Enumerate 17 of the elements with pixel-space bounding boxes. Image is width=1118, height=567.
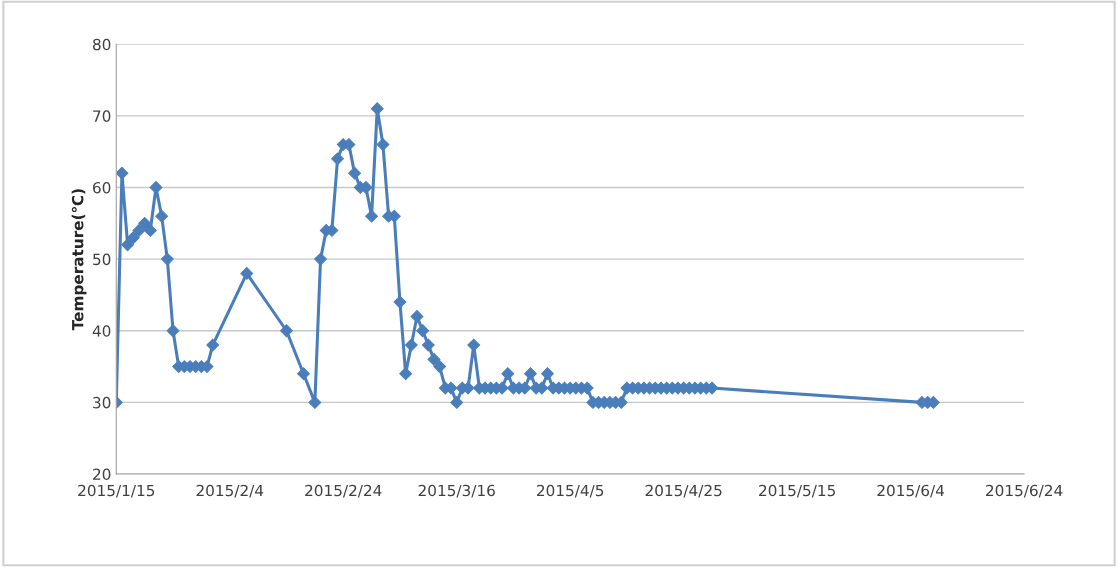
x-tick-label: 2015/6/24 [986, 484, 1063, 498]
x-tick-label: 2015/2/24 [305, 484, 382, 498]
y-tick-label: 30 [93, 396, 111, 409]
x-tick-label: 2015/3/16 [418, 484, 495, 498]
x-tick-label: 2015/1/15 [78, 484, 155, 498]
y-tick-label: 40 [92, 325, 111, 337]
y-tick-label: 50 [93, 253, 111, 266]
y-tick-label: 60 [93, 181, 111, 194]
y-tick-label: 80 [93, 38, 111, 51]
y-tick-label: 20 [93, 468, 111, 481]
x-tick-label: 2015/6/4 [877, 484, 945, 498]
x-tick-label: 2015/2/4 [196, 484, 264, 498]
y-tick-label: 70 [93, 110, 111, 122]
y-axis-title: Temperature(℃) [71, 189, 87, 331]
x-tick-label: 2015/4/5 [536, 484, 604, 498]
x-tick-label: 2015/4/25 [645, 484, 722, 498]
x-tick-label: 2015/5/15 [759, 484, 835, 498]
